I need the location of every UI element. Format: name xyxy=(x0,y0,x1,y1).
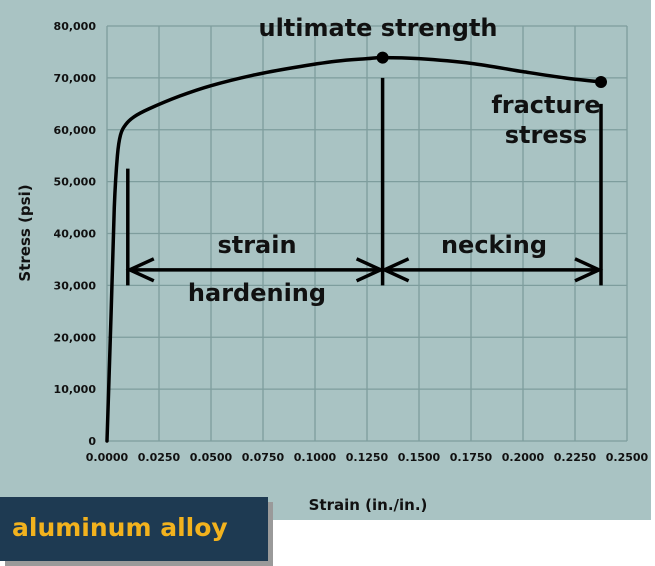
fracture-point xyxy=(595,76,607,89)
strain-hardening-label-line2: hardening xyxy=(188,279,326,307)
fracture-label-line2: stress xyxy=(505,121,587,149)
y-tick-label: 60,000 xyxy=(54,124,97,137)
y-tick-label: 20,000 xyxy=(54,331,97,344)
arrowhead-strain-left xyxy=(125,257,155,283)
x-tick-label: 0.0750 xyxy=(242,451,285,464)
arrowhead-necking-right xyxy=(574,257,604,283)
y-tick-label: 40,000 xyxy=(54,228,97,241)
x-tick-label: 0.1750 xyxy=(450,451,493,464)
y-tick-label: 30,000 xyxy=(54,279,97,292)
x-tick-label: 0.0500 xyxy=(190,451,233,464)
y-tick-label: 10,000 xyxy=(54,383,97,396)
x-tick-label: 0.1250 xyxy=(346,451,389,464)
alloy-badge: aluminum alloy xyxy=(0,497,268,561)
x-tick-label: 0.2250 xyxy=(554,451,597,464)
y-tick-label: 50,000 xyxy=(54,176,97,189)
x-tick-label: 0.1500 xyxy=(398,451,441,464)
arrowhead-necking-left xyxy=(380,257,410,283)
x-tick-label: 0.0000 xyxy=(86,451,129,464)
fracture-label-line1: fracture xyxy=(491,91,600,119)
x-tick-label: 0.2500 xyxy=(606,451,649,464)
y-tick-label: 70,000 xyxy=(54,72,97,85)
x-axis-label: Strain (in./in.) xyxy=(309,496,428,514)
stress-strain-chart: 0.0000 0.0250 0.0500 0.0750 0.1000 0.1250 0.15… xyxy=(16,14,649,514)
alloy-label: aluminum alloy xyxy=(12,513,228,542)
ultimate-strength-label: ultimate strength xyxy=(258,14,497,42)
x-tick-label: 0.1000 xyxy=(294,451,337,464)
annotation-markers xyxy=(125,77,604,286)
necking-label: necking xyxy=(441,231,547,259)
grid xyxy=(106,25,628,442)
y-tick-label: 80,000 xyxy=(54,20,97,33)
y-tick-label: 0 xyxy=(88,435,96,448)
y-axis-label: Stress (psi) xyxy=(16,184,34,281)
strain-hardening-label-line1: strain xyxy=(217,231,296,259)
x-tick-label: 0.0250 xyxy=(138,451,181,464)
ultimate-strength-point xyxy=(376,51,389,64)
chart-panel: 0.0000 0.0250 0.0500 0.0750 0.1000 0.1250 0.15… xyxy=(0,0,651,520)
tick-labels: 0.0000 0.0250 0.0500 0.0750 0.1000 0.1250 0.15… xyxy=(54,20,649,464)
curve-layer xyxy=(105,51,607,443)
x-tick-label: 0.2000 xyxy=(502,451,545,464)
stress-strain-curve xyxy=(105,55,603,443)
